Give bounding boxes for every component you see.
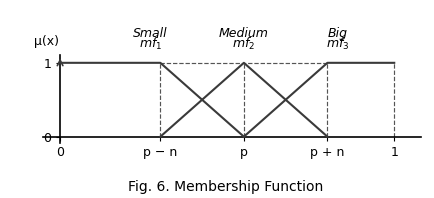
Text: Fig. 6. Membership Function: Fig. 6. Membership Function xyxy=(128,180,323,194)
Text: $mf_3$: $mf_3$ xyxy=(326,36,349,52)
Text: Medium: Medium xyxy=(219,27,269,40)
Text: $mf_2$: $mf_2$ xyxy=(232,36,256,52)
Text: $mf_1$: $mf_1$ xyxy=(139,36,162,52)
Text: μ(x): μ(x) xyxy=(34,35,59,49)
Text: Big: Big xyxy=(327,27,348,40)
Text: Small: Small xyxy=(133,27,168,40)
